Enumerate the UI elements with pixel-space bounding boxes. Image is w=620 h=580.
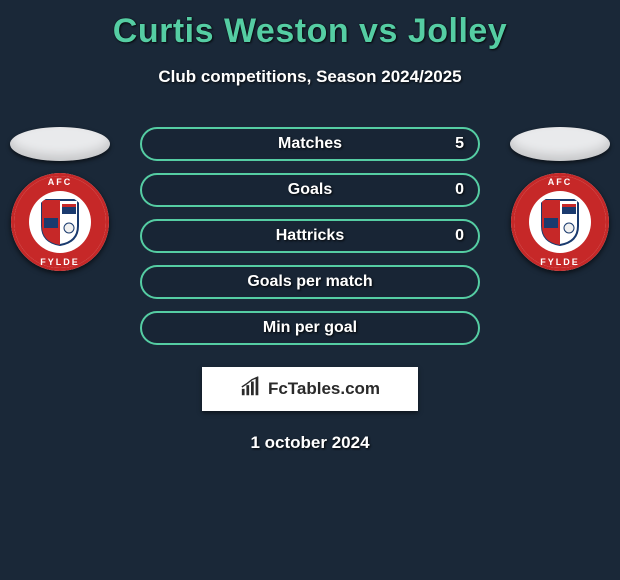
stat-label: Matches xyxy=(278,135,342,153)
player-right-column: AFC FYLDE xyxy=(500,127,620,271)
badge-text-top: AFC xyxy=(48,177,73,187)
brand-box[interactable]: FcTables.com xyxy=(202,367,418,411)
stat-row-matches: Matches 5 xyxy=(140,127,480,161)
page-subtitle: Club competitions, Season 2024/2025 xyxy=(0,67,620,87)
brand-label: FcTables.com xyxy=(268,379,380,399)
stat-right-value: 5 xyxy=(455,135,464,153)
stat-row-goals-per-match: Goals per match xyxy=(140,265,480,299)
badge-inner xyxy=(533,195,587,249)
badge-text-bottom: FYLDE xyxy=(40,257,80,267)
stat-label: Goals xyxy=(288,181,332,199)
page-root: Curtis Weston vs Jolley Club competition… xyxy=(0,0,620,580)
stat-right-value: 0 xyxy=(455,181,464,199)
badge-text-bottom: FYLDE xyxy=(540,257,580,267)
player-left-club-badge: AFC FYLDE xyxy=(11,173,109,271)
page-title: Curtis Weston vs Jolley xyxy=(0,0,620,51)
badge-text-top: AFC xyxy=(548,177,573,187)
stat-rows: Matches 5 Goals 0 Hattricks 0 Goals per … xyxy=(140,127,480,345)
bar-chart-icon xyxy=(240,376,262,403)
footer-date: 1 october 2024 xyxy=(0,433,620,453)
shield-icon xyxy=(539,198,581,246)
shield-icon xyxy=(39,198,81,246)
stat-row-goals: Goals 0 xyxy=(140,173,480,207)
badge-inner xyxy=(33,195,87,249)
stats-area: AFC FYLDE xyxy=(0,127,620,345)
stat-right-value: 0 xyxy=(455,227,464,245)
stat-row-min-per-goal: Min per goal xyxy=(140,311,480,345)
player-right-photo-placeholder xyxy=(510,127,610,161)
stat-label: Hattricks xyxy=(276,227,344,245)
player-right-club-badge: AFC FYLDE xyxy=(511,173,609,271)
stat-row-hattricks: Hattricks 0 xyxy=(140,219,480,253)
player-left-column: AFC FYLDE xyxy=(0,127,120,271)
stat-label: Goals per match xyxy=(247,273,372,291)
player-left-photo-placeholder xyxy=(10,127,110,161)
stat-label: Min per goal xyxy=(263,319,357,337)
